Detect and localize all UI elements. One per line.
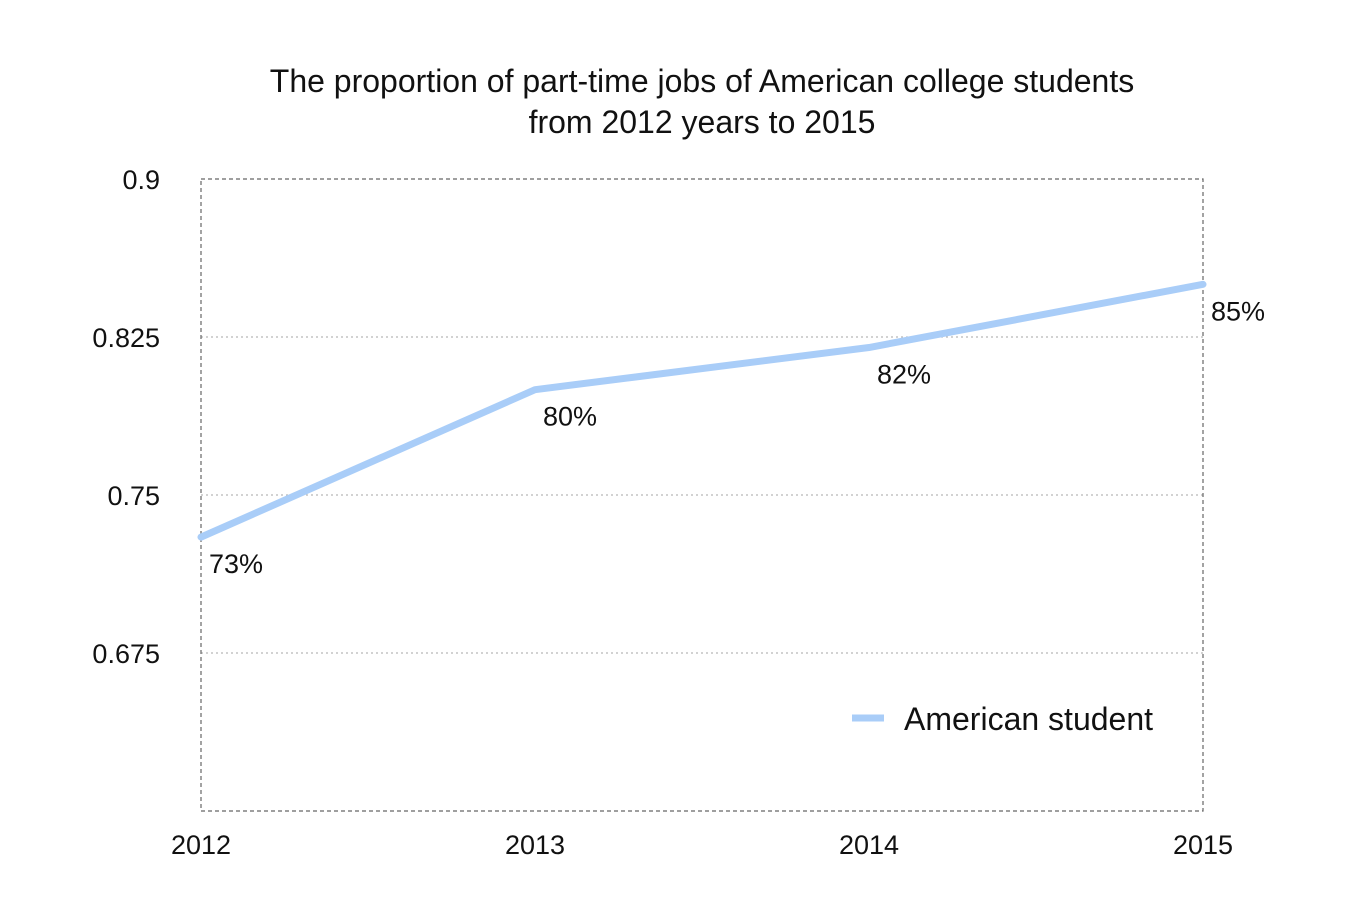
- chart-title-line-2: from 2012 years to 2015: [529, 104, 876, 140]
- data-label: 82%: [877, 360, 931, 390]
- chart-title: The proportion of part-time jobs of Amer…: [270, 63, 1134, 140]
- chart-title-line-1: The proportion of part-time jobs of Amer…: [270, 63, 1134, 99]
- series-layer: [197, 280, 1207, 541]
- x-tick-label: 2014: [839, 830, 899, 860]
- x-tick-label: 2015: [1173, 830, 1233, 860]
- data-labels: 73% 80% 82% 85%: [209, 296, 1265, 579]
- x-tick-label: 2013: [505, 830, 565, 860]
- x-tick-label: 2012: [171, 830, 231, 860]
- legend-label-american-student: American student: [904, 701, 1153, 737]
- y-tick-label: 0.825: [92, 323, 160, 353]
- gridlines: [201, 336, 1203, 654]
- legend: American student: [852, 701, 1153, 737]
- data-label: 80%: [543, 402, 597, 432]
- y-axis-tick-labels: 0.675 0.75 0.825 0.9: [92, 165, 160, 669]
- x-axis-tick-labels: 2012 2013 2014 2015: [171, 830, 1233, 860]
- y-tick-label: 0.9: [122, 165, 160, 195]
- data-label: 85%: [1211, 296, 1265, 326]
- y-tick-label: 0.75: [107, 481, 160, 511]
- y-tick-label: 0.675: [92, 639, 160, 669]
- series-line-american-student: [197, 280, 1207, 541]
- plot-frame: [200, 178, 1204, 812]
- data-label: 73%: [209, 549, 263, 579]
